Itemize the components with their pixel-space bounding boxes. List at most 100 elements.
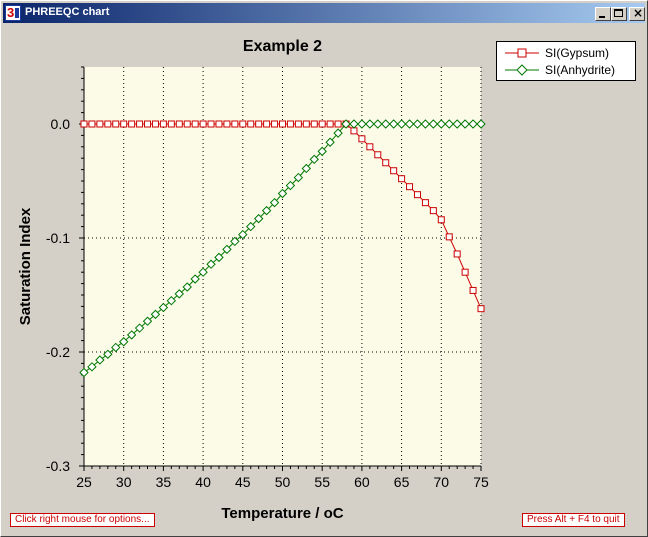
gypsum-point (231, 120, 239, 128)
gypsum-point (366, 143, 374, 151)
anhydrite-point (373, 119, 383, 129)
anhydrite-point (277, 188, 288, 199)
anhydrite-point (253, 213, 264, 224)
gypsum-point (326, 120, 334, 128)
phreeqc-app-icon[interactable]: 3 (5, 5, 21, 21)
gypsum-point (437, 216, 445, 224)
anhydrite-point (238, 229, 248, 240)
legend-swatch-gypsum (505, 48, 539, 58)
gypsum-point (477, 305, 485, 313)
gypsum-point (294, 120, 302, 128)
gypsum-point (136, 120, 144, 128)
gypsum-point (350, 127, 358, 135)
close-icon: × (633, 6, 644, 20)
anhydrite-point (206, 259, 216, 269)
anhydrite-point (87, 362, 97, 372)
x-tick-label: 65 (394, 474, 410, 490)
quit-hint-button[interactable]: Press Alt + F4 to quit (522, 513, 625, 527)
gypsum-point (271, 120, 279, 128)
gypsum-point (96, 120, 104, 128)
anhydrite-point (325, 137, 335, 147)
gypsum-point (159, 120, 167, 128)
anhydrite-point (269, 197, 280, 208)
x-tick-label: 40 (195, 474, 211, 490)
y-tick-label: 0.0 (51, 116, 71, 132)
title-bar[interactable]: 3 PHREEQC chart × (3, 3, 645, 23)
anhydrite-point (134, 323, 145, 333)
gypsum-point (80, 120, 88, 128)
anhydrite-point (349, 119, 359, 129)
gypsum-point (382, 159, 390, 167)
anhydrite-point (166, 295, 177, 306)
legend-label-gypsum: SI(Gypsum) (545, 46, 610, 60)
gypsum-point (167, 120, 175, 128)
gypsum-point (255, 120, 263, 128)
chart-legend: SI(Gypsum) SI(Anhydrite) (496, 41, 636, 81)
gypsum-point (151, 120, 159, 128)
anhydrite-point (333, 128, 343, 138)
minimize-button[interactable] (595, 7, 611, 21)
anhydrite-point (293, 172, 304, 183)
maximize-button[interactable] (611, 7, 627, 21)
anhydrite-point (95, 355, 105, 365)
anhydrite-point (365, 119, 375, 129)
y-tick-label: -0.3 (46, 458, 70, 474)
gypsum-point (199, 120, 207, 128)
legend-item-gypsum: SI(Gypsum) (497, 45, 635, 61)
anhydrite-point (341, 119, 351, 129)
x-tick-label: 75 (473, 474, 489, 490)
anhydrite-point (261, 205, 272, 216)
x-tick-label: 45 (235, 474, 251, 490)
gypsum-point (390, 167, 398, 175)
anhydrite-point (444, 119, 454, 129)
anhydrite-point (230, 236, 240, 247)
x-tick-label: 70 (434, 474, 450, 490)
gypsum-point (263, 120, 271, 128)
gypsum-point (279, 120, 286, 128)
anhydrite-point (452, 119, 462, 129)
gypsum-point (175, 120, 183, 128)
gypsum-point (469, 286, 477, 294)
gypsum-point (374, 151, 382, 159)
anhydrite-point (468, 119, 478, 129)
gypsum-point (318, 120, 326, 128)
x-axis-label: Temperature / oC (221, 505, 343, 522)
anhydrite-point (301, 163, 312, 174)
x-tick-label: 50 (275, 474, 291, 490)
gypsum-point (247, 120, 255, 128)
anhydrite-point (182, 282, 192, 292)
anhydrite-point (476, 119, 486, 129)
close-button[interactable]: × (629, 6, 645, 21)
anhydrite-point (404, 119, 415, 129)
gypsum-point (239, 120, 247, 128)
gypsum-point (358, 135, 366, 143)
gypsum-point (413, 191, 421, 199)
gypsum-point (183, 120, 191, 128)
anhydrite-point (460, 119, 470, 129)
y-axis-label: Saturation Index (17, 207, 34, 325)
gypsum-point (191, 120, 199, 128)
window-title: PHREEQC chart (25, 6, 110, 18)
options-hint-button[interactable]: Click right mouse for options... (10, 513, 155, 527)
minimize-icon (599, 16, 605, 18)
gypsum-point (398, 175, 406, 183)
gypsum-point (223, 120, 231, 128)
anhydrite-point (190, 274, 200, 284)
x-tick-label: 35 (156, 474, 172, 490)
legend-label-anhydrite: SI(Anhydrite) (545, 63, 616, 77)
anhydrite-point (246, 221, 256, 232)
anhydrite-point (412, 119, 423, 129)
gypsum-point (144, 120, 152, 128)
gypsum-point (445, 233, 453, 241)
anhydrite-point (118, 337, 129, 347)
anhydrite-point (285, 180, 296, 191)
gypsum-point (406, 183, 414, 191)
x-tick-label: 30 (116, 474, 132, 490)
gypsum-point (421, 199, 429, 207)
anhydrite-point (79, 367, 89, 378)
anhydrite-point (142, 316, 153, 326)
gypsum-point (429, 207, 437, 215)
gypsum-point (453, 250, 461, 258)
anhydrite-point (222, 244, 232, 255)
